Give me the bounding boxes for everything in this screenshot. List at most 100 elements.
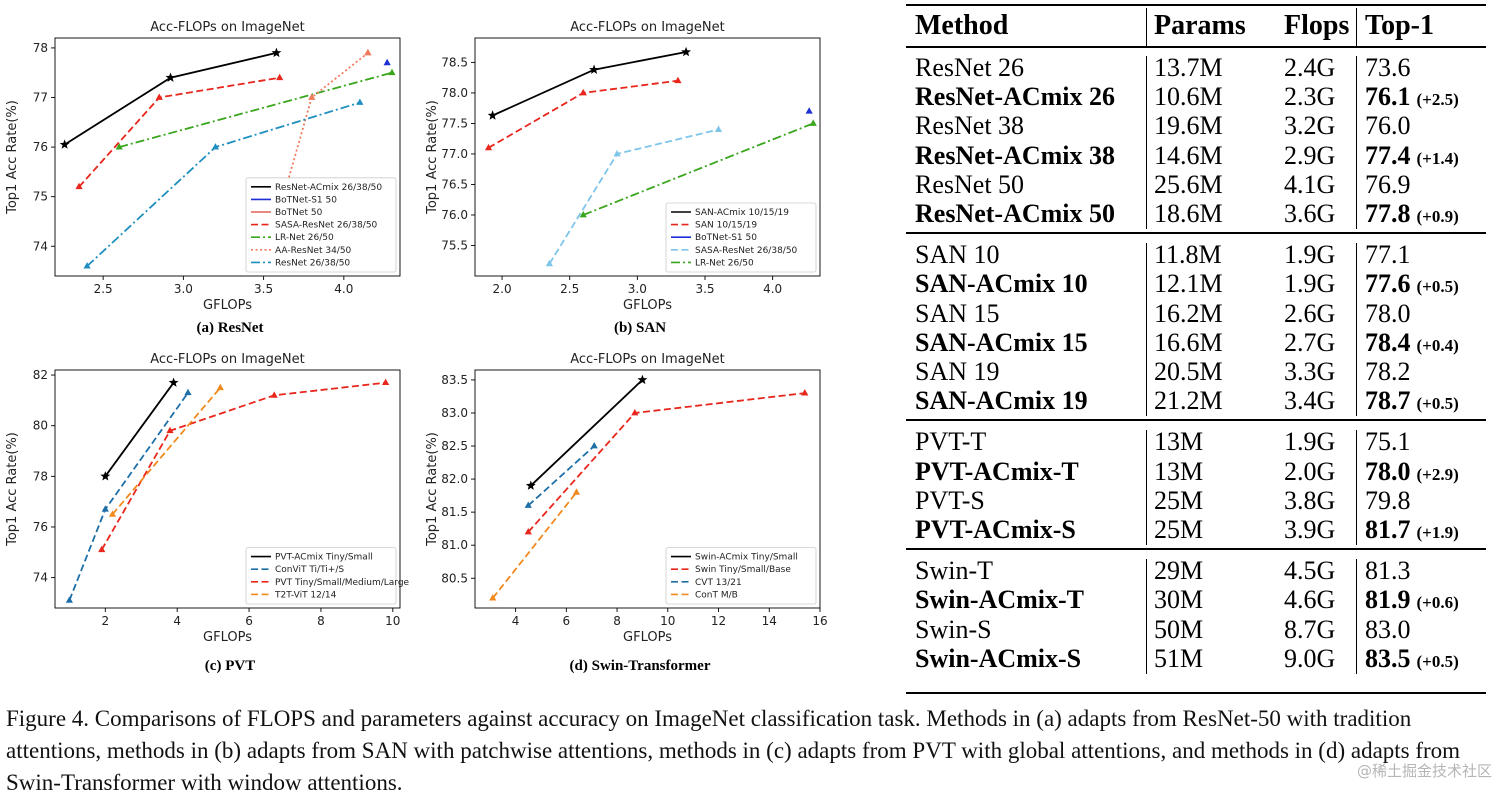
legend-label: Swin Tiny/Small/Base (695, 565, 791, 575)
header-params: Params (1154, 10, 1246, 41)
table-row: SAN-ACmix 19 21.2M 3.4G 78.7 (+0.5) (906, 386, 1486, 415)
y-tick-label: 78 (33, 41, 48, 55)
legend-label: LR-Net 26/50 (275, 233, 334, 243)
group-rule (906, 548, 1486, 550)
data-point (383, 58, 391, 66)
legend-label: ConT M/B (695, 590, 738, 600)
x-axis-label: GFLOPs (203, 630, 252, 645)
cell-top1: 81.7 (+1.9) (1365, 515, 1459, 544)
y-axis-label: Top1 Acc Rate(%) (425, 432, 440, 547)
cell-top1: 76.1 (+2.5) (1365, 82, 1459, 112)
data-point (631, 408, 639, 416)
y-tick-label: 76.5 (441, 177, 468, 191)
cell-params: 10.6M (1154, 82, 1223, 112)
legend: ResNet-ACmix 26/38/50 BoTNet-S1 50 BoTNet … (245, 177, 397, 273)
x-tick-label: 10 (660, 614, 675, 628)
data-point (524, 501, 532, 508)
chart-swin: Acc-FLOPs on ImageNet 4 6 8 10 12 14 16 80.5 81.0… (420, 348, 830, 648)
cell-gain: (+2.9) (1416, 464, 1459, 484)
legend-label: SASA-ResNet 26/38/50 (275, 221, 378, 231)
column-separator (1146, 8, 1148, 46)
y-tick-label: 76.0 (441, 208, 468, 222)
series-line (64, 52, 277, 146)
legend-label: ConViT Ti/Ti+/S (275, 565, 344, 575)
results-table: Method Params Flops Top-1 ResNet 26 13.7M… (906, 4, 1486, 695)
cell-params: 25M (1154, 485, 1204, 515)
data-point (674, 76, 682, 84)
x-tick-label: 10 (385, 614, 400, 628)
table-row: SAN 10 11.8M 1.9G 77.1 (906, 240, 1486, 269)
x-tick-label: 2.5 (94, 282, 113, 296)
cell-top1: 77.4 (+1.4) (1365, 140, 1459, 170)
cell-top1: 81.3 (1365, 556, 1411, 586)
cell-flops: 3.9G (1284, 515, 1336, 544)
series-line (527, 392, 805, 533)
table-row: PVT-T 13M 1.9G 75.1 (906, 427, 1486, 456)
cell-method: Swin-T (915, 556, 993, 586)
data-point (101, 505, 109, 512)
y-tick-label: 78.0 (441, 86, 468, 100)
cell-flops: 2.9G (1284, 140, 1336, 170)
cell-top1: 79.8 (1365, 485, 1411, 515)
cell-params: 16.2M (1154, 298, 1223, 328)
legend: Swin-ACmix Tiny/Small Swin Tiny/Small/Bas… (665, 547, 817, 605)
series-line (78, 76, 280, 188)
cell-params: 13M (1154, 456, 1204, 486)
data-point (484, 143, 493, 151)
cell-flops: 2.3G (1284, 82, 1336, 112)
series-swin-acmix-tiny-small (525, 374, 648, 490)
cell-flops: 3.6G (1284, 199, 1336, 228)
y-tick-label: 77.5 (441, 116, 468, 130)
cell-params: 30M (1154, 585, 1204, 615)
series-line (111, 387, 221, 515)
cell-flops: 1.9G (1284, 269, 1336, 299)
data-point (613, 149, 621, 157)
column-separator (1146, 243, 1148, 417)
data-point (184, 388, 192, 396)
cell-params: 13M (1154, 427, 1204, 457)
data-point (308, 93, 316, 100)
table-row: ResNet-ACmix 26 10.6M 2.3G 76.1 (+2.5) (906, 82, 1486, 111)
chart-svg: Acc-FLOPs on ImageNet 2 4 6 8 10 74 76 78 80 82 GFL… (5, 352, 410, 645)
table-row: PVT-ACmix-S 25M 3.9G 81.7 (+1.9) (906, 515, 1486, 544)
cell-top1: 77.8 (+0.9) (1365, 199, 1459, 228)
cell-method: SAN 15 (915, 298, 1000, 328)
table-row: SAN-ACmix 15 16.6M 2.7G 78.4 (+0.4) (906, 328, 1486, 357)
cell-gain: (+1.9) (1416, 523, 1459, 542)
column-separator (1356, 559, 1358, 674)
cell-method: Swin-ACmix-S (915, 643, 1082, 673)
cell-flops: 1.9G (1284, 240, 1336, 270)
chart-san: Acc-FLOPs on ImageNet 2.0 2.5 3.0 3.5 4.0 75.5… (420, 16, 830, 316)
legend-box (245, 177, 397, 273)
cell-top1: 78.7 (+0.5) (1365, 386, 1459, 416)
table-header-rule (906, 46, 1486, 48)
legend-label: PVT Tiny/Small/Medium/Large (275, 578, 410, 588)
chart-title: Acc-FLOPs on ImageNet (150, 20, 305, 35)
data-point (590, 442, 598, 449)
x-tick-label: 6 (245, 614, 253, 628)
series-line (582, 122, 814, 216)
cell-top1: 78.2 (1365, 357, 1411, 386)
legend-label: ResNet 26/38/50 (275, 258, 350, 268)
y-tick-label: 78.5 (441, 55, 468, 69)
legend-label: BoTNet-S1 50 (695, 233, 757, 243)
cell-flops: 4.6G (1284, 585, 1336, 615)
figure-caption: Figure 4. Comparisons of FLOPS and param… (6, 706, 1461, 795)
cell-gain: (+0.9) (1416, 207, 1459, 226)
data-point (165, 72, 176, 82)
data-point (809, 119, 817, 126)
cell-params: 25.6M (1154, 169, 1223, 199)
data-point (59, 139, 70, 149)
data-point (270, 391, 278, 398)
series-convit-ti-ti-s (65, 388, 192, 603)
legend-label: Swin-ACmix Tiny/Small (695, 553, 798, 563)
y-tick-label: 81.0 (441, 538, 468, 552)
table-row: ResNet 38 19.6M 3.2G 76.0 (906, 111, 1486, 140)
data-point (524, 527, 532, 535)
series-san-acmix-10-15-19 (487, 46, 691, 120)
x-tick-label: 16 (812, 614, 827, 628)
cell-gain: (+0.5) (1416, 277, 1459, 297)
cell-top1: 76.0 (1365, 111, 1411, 141)
cell-top1: 83.5 (+0.5) (1365, 643, 1459, 673)
series-lr-net-26-50 (115, 68, 396, 150)
